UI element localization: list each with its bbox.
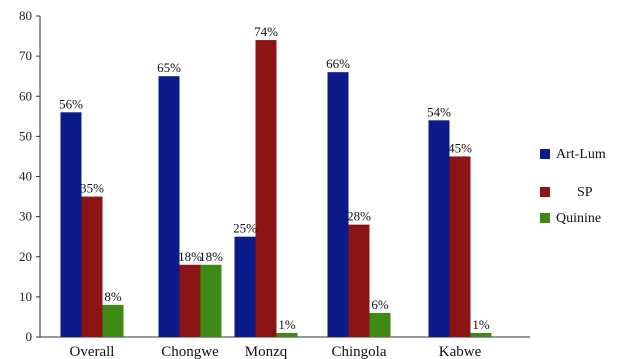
x-category-label: Chingola: [332, 344, 387, 359]
x-category-label: Chongwe: [161, 344, 219, 359]
data-label: 35%: [80, 181, 104, 196]
bar-quinine: [276, 332, 298, 337]
legend-swatch: [540, 149, 550, 159]
bar-art-lum: [60, 112, 82, 337]
data-label: 1%: [278, 317, 296, 332]
bar-quinine: [200, 264, 222, 337]
bar-art-lum: [158, 76, 180, 337]
data-label: 45%: [448, 140, 472, 155]
legend-label: SP: [577, 185, 593, 200]
x-category-label: Overall: [70, 344, 115, 359]
x-axis: Overall Chongwe Monzq Chingola Kabwe: [40, 336, 530, 359]
data-labels: 56% 35% 8% 65% 18%18% 25% 74% 1% 66% 28% 6% 54% 45% 1…: [59, 24, 490, 332]
data-label: 8%: [104, 289, 122, 304]
bar-art-lum: [327, 72, 349, 338]
bar-sp: [255, 40, 277, 337]
bar-sp: [348, 224, 370, 337]
x-category-label: Kabwe: [439, 344, 482, 359]
bar-quinine: [369, 312, 391, 337]
data-label: 18%: [178, 249, 202, 264]
data-label: 74%: [254, 24, 278, 39]
legend-label: Quinine: [556, 211, 601, 226]
bar-quinine: [102, 304, 124, 337]
data-label: 18%: [199, 249, 223, 264]
data-label: 66%: [326, 56, 350, 71]
y-tick-label: 20: [19, 249, 32, 264]
bar-quinine: [470, 332, 492, 337]
bar-sp: [81, 196, 103, 337]
data-label: 54%: [427, 104, 451, 119]
data-label: 25%: [233, 221, 257, 236]
data-label: 28%: [347, 209, 371, 224]
legend: Art-Lum SP Quinine: [540, 147, 606, 226]
data-label: 1%: [472, 317, 490, 332]
y-axis: 0 10 20 30 40 50 60 70 80: [19, 8, 41, 344]
data-label: 6%: [371, 297, 389, 312]
y-tick-label: 40: [19, 169, 32, 184]
legend-label: Art-Lum: [556, 147, 606, 162]
bars: [60, 40, 492, 338]
y-tick-label: 0: [26, 329, 33, 344]
legend-swatch: [540, 213, 550, 223]
bar-art-lum: [234, 236, 256, 337]
x-category-label: Monzq: [245, 344, 288, 359]
y-tick-label: 80: [19, 8, 32, 23]
y-tick-label: 50: [19, 128, 32, 143]
data-label: 65%: [157, 60, 181, 75]
bar-art-lum: [428, 120, 450, 337]
bar-sp: [449, 156, 471, 337]
y-tick-label: 70: [19, 48, 32, 63]
data-label: 56%: [59, 96, 83, 111]
y-tick-label: 10: [19, 289, 32, 304]
y-tick-label: 30: [19, 209, 32, 224]
legend-swatch: [540, 187, 550, 197]
y-tick-label: 60: [19, 88, 32, 103]
bar-sp: [179, 264, 201, 337]
